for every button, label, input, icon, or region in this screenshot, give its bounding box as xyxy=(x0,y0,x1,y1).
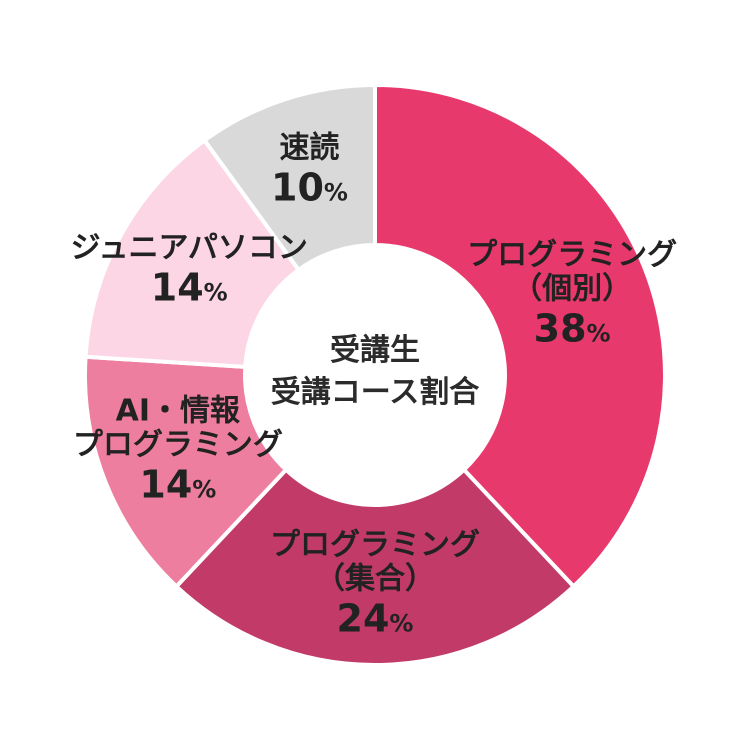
slice-label-4: ジュニアパソコン 14% xyxy=(71,231,308,314)
slice-label-3: AI・情報 プログラミング 14% xyxy=(72,393,283,512)
slice-label-text: （個別） xyxy=(512,271,633,307)
donut-slice-5 xyxy=(201,82,377,273)
slice-label-1: プログラミング （個別） 38% xyxy=(467,238,677,355)
center-title: 受講生 受講コース割合 xyxy=(240,330,510,414)
slice-label-2: プログラミング （集合） 24% xyxy=(270,527,480,646)
slice-label-text: プログラミング xyxy=(72,427,283,463)
slice-label-text: 速読 xyxy=(279,130,340,166)
slice-value-label: 14% xyxy=(73,463,283,512)
slice-value-unit: % xyxy=(192,475,217,504)
slice-value-number: 10 xyxy=(271,165,324,210)
center-title-line-1: 受講生 xyxy=(330,333,420,368)
slice-value-label: 14% xyxy=(71,265,308,314)
slice-value-number: 38 xyxy=(533,306,587,351)
slice-label-text: AI・情報 xyxy=(115,393,241,429)
slice-label-text: プログラミング xyxy=(467,237,678,273)
slice-value-label: 10% xyxy=(271,166,348,215)
donut-slice-3 xyxy=(83,354,289,590)
slice-value-label: 38% xyxy=(467,306,677,355)
slice-label-text: プログラミング xyxy=(270,527,480,563)
slice-value-unit: % xyxy=(389,609,414,638)
slice-value-label: 24% xyxy=(270,597,480,646)
donut-slice-2 xyxy=(173,466,577,667)
center-title-line-2: 受講コース割合 xyxy=(270,375,480,410)
donut-slices xyxy=(83,82,667,667)
slice-value-unit: % xyxy=(586,319,611,348)
slice-value-number: 14 xyxy=(139,462,193,507)
slice-value-number: 24 xyxy=(336,596,390,641)
slice-label-5: 速読 10% xyxy=(271,130,348,215)
donut-slice-1 xyxy=(373,82,667,590)
slice-value-unit: % xyxy=(323,178,348,207)
slice-label-text: （集合） xyxy=(315,561,435,597)
slice-label-text: ジュニアパソコン xyxy=(70,230,308,266)
slice-value-unit: % xyxy=(203,278,228,307)
slice-value-number: 14 xyxy=(150,265,204,310)
